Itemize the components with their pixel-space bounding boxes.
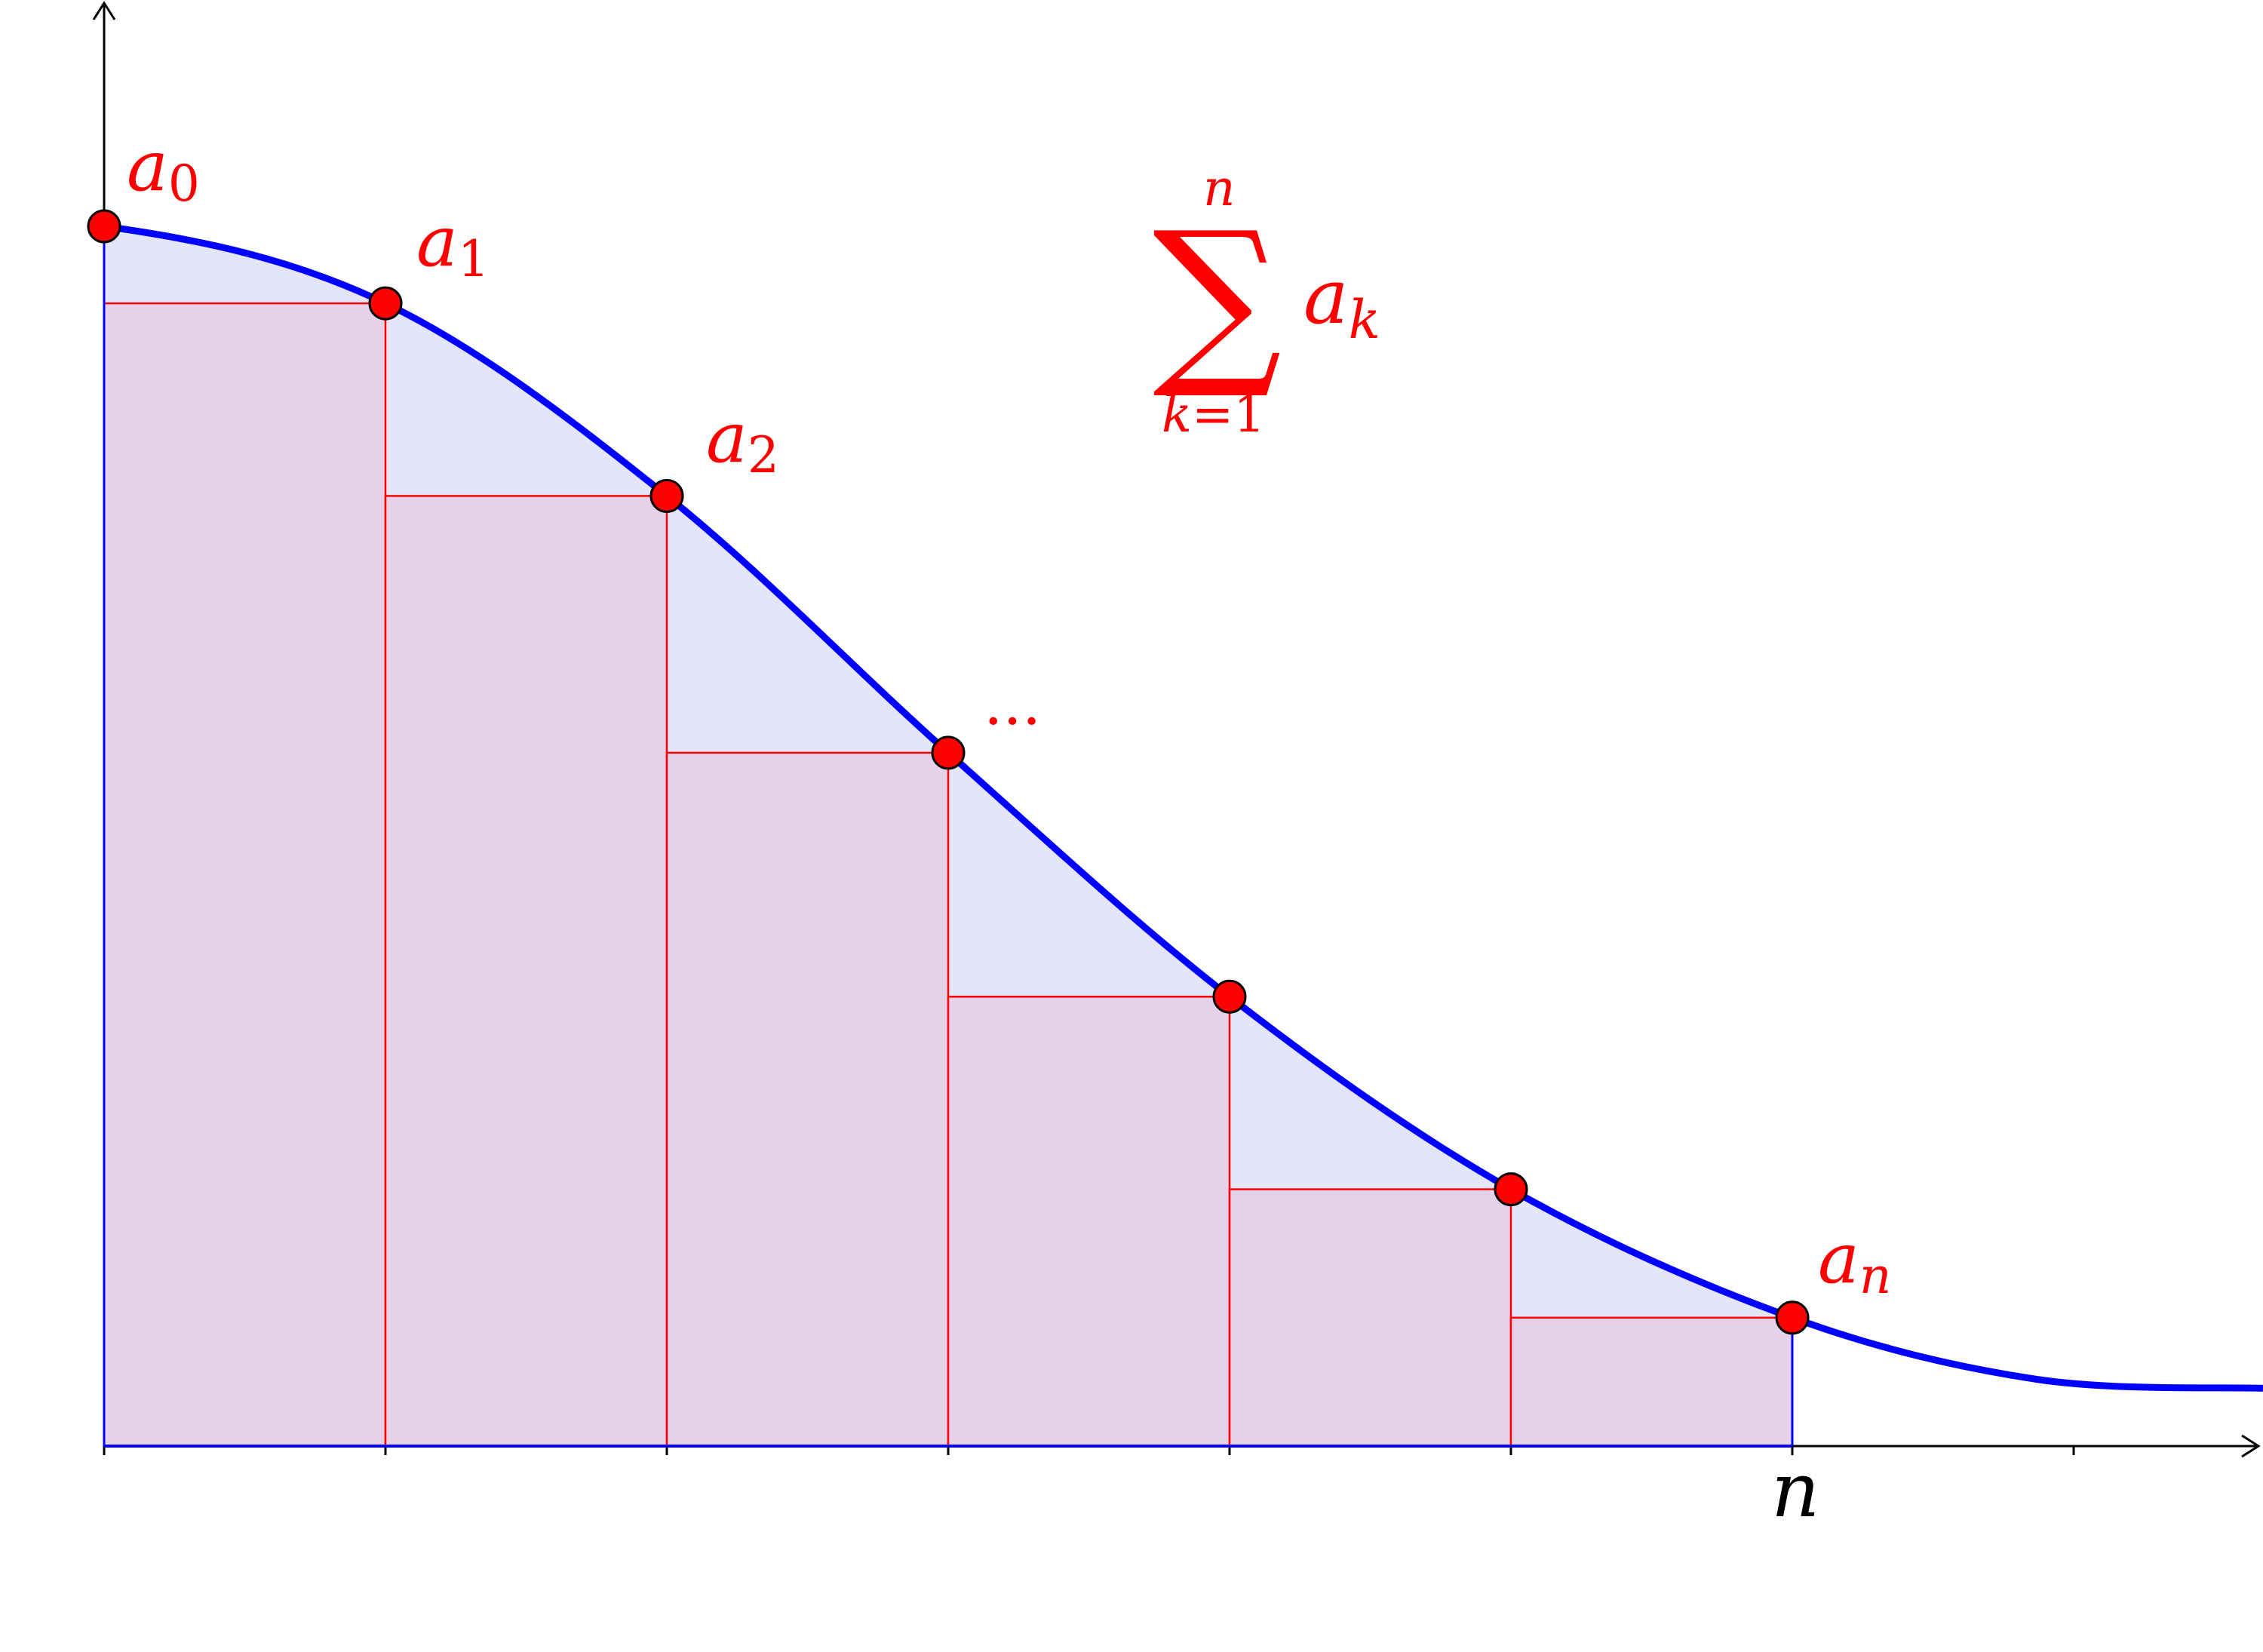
sum-upper-limit: n	[1203, 159, 1236, 217]
sample-points	[87, 209, 1810, 1335]
rectangle-3	[665, 751, 950, 1448]
y-axis-arrowhead	[92, 1, 116, 20]
label-ellipsis: ...	[984, 668, 1041, 738]
point-a1	[368, 286, 403, 321]
point-a0	[87, 209, 121, 244]
point-a5	[1494, 1172, 1528, 1207]
label-an: an	[1818, 1218, 1891, 1305]
label-a0: a0	[127, 126, 200, 213]
point-a6	[1775, 1300, 1810, 1335]
rectangle-6	[1509, 1316, 1794, 1448]
rectangle-5	[1228, 1188, 1512, 1448]
decreasing-curve	[103, 223, 2263, 1392]
summation-formula: n ∑ ak k=1	[1153, 159, 1380, 444]
sum-lower-limit: k=1	[1162, 385, 1265, 444]
point-a3	[931, 735, 966, 770]
rectangle-2	[384, 495, 668, 1448]
x-axis-label-n: n	[1771, 1446, 1819, 1534]
label-a1: a1	[416, 201, 490, 288]
label-a2: a2	[706, 398, 779, 484]
axes	[92, 1, 2261, 1458]
rectangle-1	[103, 302, 387, 1448]
sum-term: ak	[1303, 253, 1380, 351]
x-axis-arrowhead	[2241, 1434, 2261, 1458]
sigma-symbol: ∑	[1153, 192, 1282, 404]
point-a4	[1212, 979, 1247, 1014]
rectangle-4	[947, 996, 1231, 1448]
point-a2	[649, 478, 684, 513]
